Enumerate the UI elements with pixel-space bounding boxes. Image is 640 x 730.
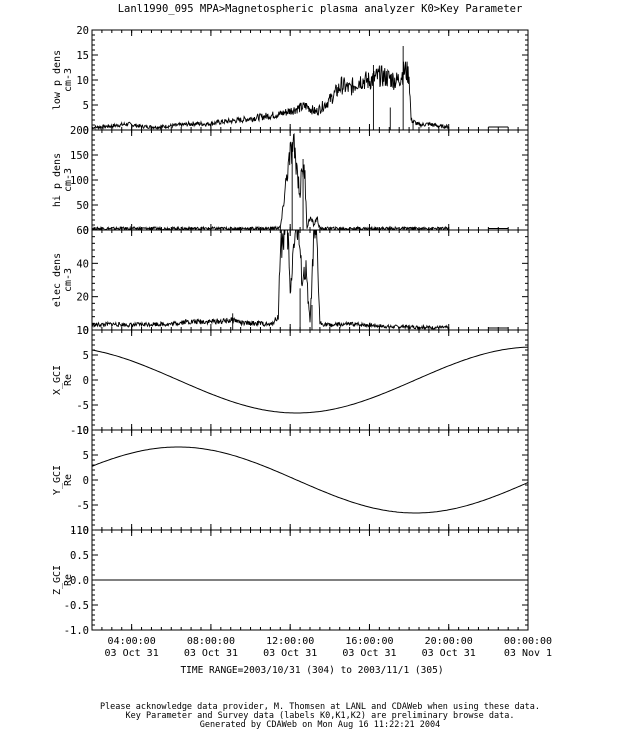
y-tick-label: 5 — [83, 100, 89, 112]
footer-line-1: Please acknowledge data provider, M. Tho… — [100, 702, 540, 712]
x-tick-time: 20:00:00 — [425, 636, 473, 647]
y-tick-label: 150 — [70, 150, 89, 162]
y-axis-unit: cm-3 — [63, 168, 74, 192]
y-tick-label: 5 — [83, 450, 89, 462]
y-tick-label: 0 — [83, 375, 89, 387]
y-tick-label: 40 — [76, 258, 89, 270]
y-tick-label: 0 — [83, 125, 89, 137]
data-line — [92, 61, 450, 130]
series-5 — [92, 446, 528, 514]
panel-4: -10 -5 0 5 10 X_GCI Re — [52, 325, 529, 437]
y-axis-title: hi p dens — [52, 153, 63, 207]
data-line — [92, 230, 450, 330]
panel-frame — [91, 429, 529, 531]
y-tick-label: -5 — [76, 400, 89, 412]
y-tick-label: 50 — [76, 200, 89, 212]
data-line — [92, 346, 528, 414]
y-tick-label: 0 — [83, 225, 89, 237]
x-tick-time: 04:00:00 — [108, 636, 156, 647]
x-tick-date: 03 Oct 31 — [184, 648, 238, 659]
x-tick-date: 03 Oct 31 — [263, 648, 317, 659]
series-4 — [92, 346, 528, 414]
panel-1: 0 5 10 15 20 low p dens cm-3 — [52, 25, 529, 137]
panel-5: -10 -5 0 5 10 Y_GCI Re — [52, 425, 529, 537]
y-tick-label: 1.0 — [70, 525, 89, 537]
y-tick-label: -10 — [70, 425, 89, 437]
y-axis-title: Z_GCI — [52, 565, 63, 595]
y-axis-unit: cm-3 — [63, 68, 74, 92]
series-3 — [92, 230, 509, 330]
footer-line-2: Key Parameter and Survey data (labels K0… — [126, 711, 515, 721]
y-tick-label: 0 — [83, 475, 89, 487]
x-tick-time: 12:00:00 — [266, 636, 314, 647]
y-tick-label: -5 — [76, 500, 89, 512]
y-tick-label: 20 — [76, 292, 89, 304]
panel-frame — [91, 329, 529, 431]
x-tick-date: 03 Nov 1 — [504, 648, 552, 659]
series-2 — [92, 133, 509, 230]
x-tick-time: 00:00:00 — [504, 636, 552, 647]
time-range-label: TIME RANGE=2003/10/31 (304) to 2003/11/1… — [180, 665, 443, 676]
data-line — [92, 133, 450, 230]
x-tick-date: 03 Oct 31 — [342, 648, 396, 659]
footer-line-3: Generated by CDAWeb on Mon Aug 16 11:22:… — [200, 720, 441, 730]
y-tick-label: 5 — [83, 350, 89, 362]
y-tick-label: 60 — [76, 225, 89, 237]
x-tick-date: 03 Oct 31 — [105, 648, 159, 659]
plot-title: Lanl1990_095 MPA>Magnetospheric plasma a… — [118, 3, 523, 15]
y-axis-title: low p dens — [52, 50, 63, 110]
x-tick-time: 08:00:00 — [187, 636, 235, 647]
x-tick-date: 03 Oct 31 — [422, 648, 476, 659]
y-tick-label: -0.5 — [64, 600, 89, 612]
panel-3: 0 20 40 60 elec dens cm-3 — [52, 225, 529, 337]
x-tick-time: 16:00:00 — [345, 636, 393, 647]
y-axis-title: elec dens — [52, 253, 63, 307]
y-tick-label: 15 — [76, 50, 89, 62]
series-1 — [92, 46, 509, 130]
y-tick-label: 0 — [83, 325, 89, 337]
y-axis-title: Y_GCI — [52, 465, 63, 495]
data-line — [92, 446, 528, 514]
y-axis-unit: cm-3 — [63, 268, 74, 292]
y-tick-label: 100 — [70, 175, 89, 187]
panel-frame — [91, 29, 529, 131]
y-tick-label: 200 — [70, 125, 89, 137]
y-tick-label: 0.0 — [70, 575, 89, 587]
y-axis-unit: Re — [63, 474, 74, 486]
y-tick-label: 10 — [76, 325, 89, 337]
y-tick-label: -1.0 — [64, 625, 89, 637]
y-tick-label: -10 — [70, 525, 89, 537]
y-tick-label: 10 — [76, 425, 89, 437]
panel-2: 0 50 100 150 200 hi p dens cm-3 — [52, 125, 529, 237]
y-axis-title: X_GCI — [52, 365, 63, 395]
y-tick-label: 20 — [76, 25, 89, 37]
y-tick-label: 0.5 — [70, 550, 89, 562]
panel-frame — [91, 129, 529, 231]
y-axis-unit: Re — [63, 574, 74, 586]
y-axis-unit: Re — [63, 374, 74, 386]
y-tick-label: 10 — [76, 75, 89, 87]
panel-6: -1.0 -0.5 0.0 0.5 1.0 Z_GCI Re — [52, 525, 529, 637]
